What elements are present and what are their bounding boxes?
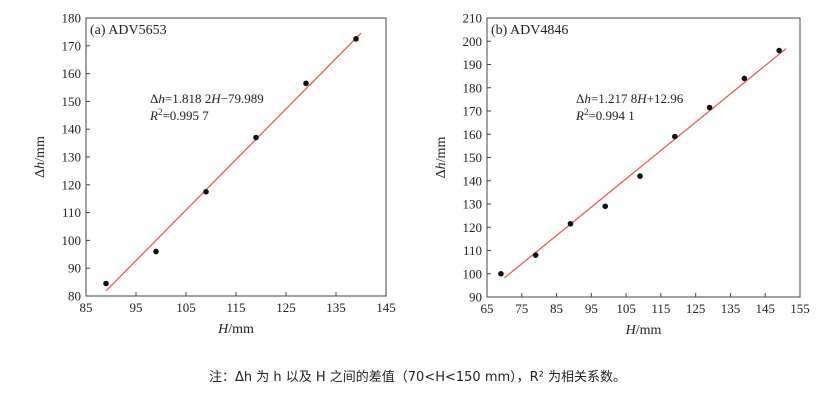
- x-tick-label: 115: [651, 301, 670, 316]
- x-tick-label: 105: [176, 300, 196, 315]
- y-axis-label: Δh/mm: [434, 137, 449, 179]
- y-tick-label: 140: [62, 122, 82, 137]
- y-tick-label: 160: [62, 66, 82, 81]
- data-point: [741, 75, 748, 82]
- y-tick-label: 120: [463, 220, 483, 235]
- x-axis-label: H/mm: [217, 322, 254, 337]
- y-tick-label: 150: [463, 150, 483, 165]
- y-tick-label: 150: [62, 94, 82, 109]
- data-point: [103, 280, 109, 287]
- x-tick-label: 125: [686, 301, 706, 316]
- r-squared-label: R2=0.995 7: [149, 107, 209, 123]
- data-point: [672, 133, 678, 140]
- chart-b: 65 75 85 95 105 115 125 135 145 155 90 100 110 120 130…: [434, 11, 810, 339]
- y-tick-label: 130: [463, 197, 483, 212]
- x-tick-label: 125: [276, 300, 296, 315]
- fit-line: [105, 32, 362, 292]
- x-tick-label: 95: [130, 300, 143, 315]
- x-tick-label: 95: [585, 301, 598, 316]
- data-point: [303, 80, 309, 87]
- y-tick-label: 180: [62, 11, 82, 26]
- y-tick-label: 140: [463, 173, 483, 188]
- y-tick-label: 200: [463, 34, 483, 49]
- data-point: [253, 134, 259, 141]
- y-tick-label: 110: [463, 243, 482, 258]
- y-tick-label: 90: [469, 290, 482, 305]
- x-tick-label: 65: [481, 301, 494, 316]
- y-tick-label: 110: [62, 205, 81, 220]
- x-tick-label: 145: [376, 300, 396, 315]
- y-tick-label: 180: [463, 80, 483, 95]
- y-tick-label: 100: [62, 233, 82, 248]
- plot-frame: [85, 17, 387, 297]
- x-tick-label: 155: [790, 301, 810, 316]
- chart-title: (a) ADV5653: [90, 23, 167, 38]
- x-tick-label: 145: [755, 301, 775, 316]
- y-tick-label: 100: [463, 266, 483, 281]
- y-tick-label: 170: [463, 104, 483, 119]
- x-tick-label: 135: [721, 301, 741, 316]
- y-tick-label: 80: [68, 289, 81, 304]
- y-tick-label: 170: [62, 38, 82, 53]
- data-point: [498, 270, 504, 277]
- x-tick-label: 105: [616, 301, 636, 316]
- data-point: [532, 252, 539, 258]
- regression-equation: Δh=1.818 2H−79.989: [150, 91, 264, 106]
- x-tick-label: 135: [326, 300, 346, 315]
- r-squared-label: R2=0.994 1: [575, 107, 635, 123]
- chart-title: (b) ADV4846: [491, 23, 568, 38]
- x-tick-label: 85: [80, 300, 93, 315]
- data-point: [602, 203, 609, 210]
- data-point: [567, 220, 574, 227]
- data-point: [637, 173, 643, 179]
- regression-equation: Δh=1.217 8H+12.96: [576, 91, 684, 106]
- figure-caption: 注：Δh 为 h 以及 H 之间的差值（70<H<150 mm），R² 为相关系…: [208, 370, 627, 385]
- data-point: [776, 47, 782, 54]
- x-tick-label: 85: [550, 301, 563, 316]
- data-point: [353, 36, 359, 42]
- x-axis-label: H/mm: [625, 323, 662, 338]
- y-tick-label: 90: [68, 261, 81, 276]
- data-point: [706, 104, 713, 111]
- x-tick-label: 115: [226, 300, 245, 315]
- y-tick-label: 190: [463, 57, 483, 72]
- data-point: [153, 248, 159, 255]
- y-tick-label: 120: [62, 177, 82, 192]
- y-tick-label: 130: [62, 150, 82, 165]
- x-tick-label: 75: [515, 301, 528, 316]
- fit-line: [503, 48, 787, 279]
- y-tick-label: 210: [463, 11, 483, 26]
- y-axis-label: Δh/mm: [33, 136, 48, 178]
- y-tick-label: 160: [463, 127, 483, 142]
- data-point: [203, 188, 209, 195]
- chart-a: 85 95 105 115 125 135 145 80 90 100 110 120 130 140 15…: [33, 11, 396, 338]
